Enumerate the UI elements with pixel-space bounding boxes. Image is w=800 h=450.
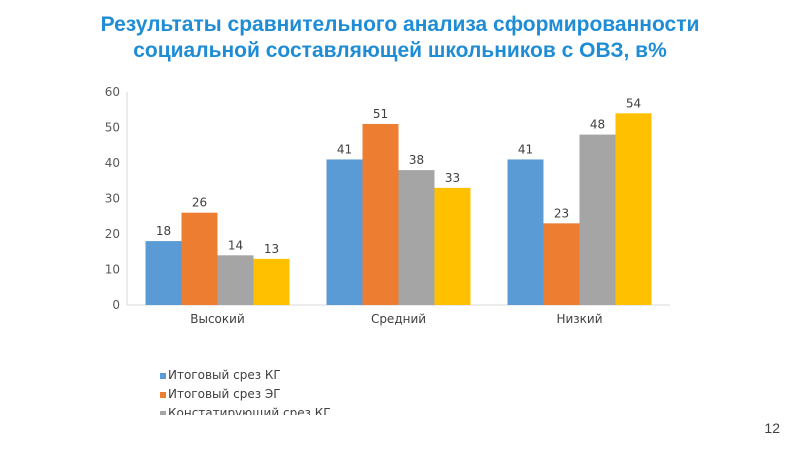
data-label: 26 xyxy=(192,196,207,210)
bar xyxy=(434,187,471,305)
data-label: 41 xyxy=(337,142,352,156)
legend-swatch xyxy=(160,391,166,398)
data-label: 23 xyxy=(554,206,569,220)
legend-item: Констатирующий срез КГ xyxy=(160,404,331,415)
page-number: 12 xyxy=(764,420,780,436)
bar xyxy=(181,212,218,305)
legend-item: Итоговый срез КГ xyxy=(160,366,331,385)
data-label: 41 xyxy=(518,142,533,156)
bar xyxy=(253,258,290,305)
x-tick-label: Низкий xyxy=(556,312,602,326)
y-tick-label: 30 xyxy=(105,192,120,206)
bar xyxy=(543,223,580,305)
bar xyxy=(615,113,652,305)
x-tick-label: Средний xyxy=(371,312,426,326)
y-tick-label: 0 xyxy=(112,298,120,312)
legend-swatch xyxy=(160,372,166,379)
bar xyxy=(217,255,254,305)
y-tick-label: 50 xyxy=(105,121,120,135)
bar xyxy=(362,123,399,305)
legend-swatch xyxy=(160,410,166,415)
y-tick-label: 20 xyxy=(105,227,120,241)
bar xyxy=(507,159,544,305)
legend-label: Констатирующий срез КГ xyxy=(168,406,331,415)
x-tick-label: Высокий xyxy=(190,312,245,326)
bar xyxy=(579,134,616,305)
bar xyxy=(145,241,182,305)
data-label: 51 xyxy=(373,107,388,121)
data-label: 18 xyxy=(156,224,171,238)
data-label: 48 xyxy=(590,118,605,132)
data-label: 38 xyxy=(409,153,424,167)
data-label: 13 xyxy=(264,242,279,256)
title-line-2: социальной составляющей школьников с ОВЗ… xyxy=(133,39,667,62)
data-label: 33 xyxy=(445,171,460,185)
y-tick-label: 10 xyxy=(105,263,120,277)
slide-title: Результаты сравнительного анализа сформи… xyxy=(0,12,800,64)
title-line-1: Результаты сравнительного анализа сформи… xyxy=(100,13,700,36)
bar xyxy=(326,159,363,305)
y-tick-label: 60 xyxy=(105,85,120,99)
legend: Итоговый срез КГ Итоговый срез ЭГ Констати… xyxy=(160,366,331,415)
legend-label: Итоговый срез КГ xyxy=(168,368,281,382)
y-tick-label: 40 xyxy=(105,156,120,170)
data-label: 54 xyxy=(626,96,641,110)
legend-label: Итоговый срез ЭГ xyxy=(168,387,281,401)
bar xyxy=(398,170,435,305)
data-label: 14 xyxy=(228,238,243,252)
legend-item: Итоговый срез ЭГ xyxy=(160,385,331,404)
